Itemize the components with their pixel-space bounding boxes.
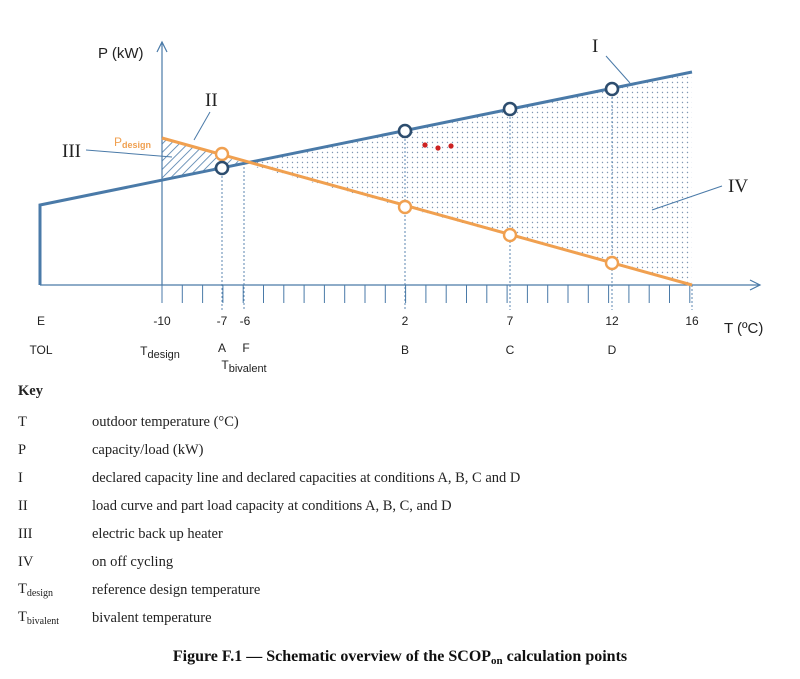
callout-iii: III [62, 141, 81, 162]
load-point-b [397, 199, 413, 215]
p-design-label: Pdesign [114, 135, 151, 150]
key-heading: Key [18, 383, 43, 399]
key-description: capacity/load (kW) [92, 441, 204, 458]
tick-label-16: 16 [685, 314, 699, 328]
key-symbol: IV [18, 553, 34, 570]
load-point-c [502, 227, 518, 243]
tick-label-minus-6: -6 [240, 314, 251, 328]
load-line [161, 136, 693, 287]
capacity-point-b [397, 123, 413, 139]
key-description: declared capacity line and declared capa… [92, 469, 521, 486]
minor-tick-marks [161, 285, 691, 303]
y-axis-arrow [156, 40, 168, 53]
tick-label-12: 12 [605, 314, 619, 328]
ellipsis-dot [448, 143, 454, 149]
scop-diagram: I II III IV P (kW) T (ºC) Pdesign E -10 … [29, 36, 763, 375]
tick-label-minus-7: -7 [217, 314, 228, 328]
callout-ii: II [205, 90, 218, 111]
point-label-tol: TOL [29, 343, 52, 357]
key-row: II load curve and part load capacity at c… [18, 492, 778, 520]
ellipsis-dot [422, 142, 428, 148]
key-symbol: Tdesign [18, 581, 53, 599]
ellipsis-dot [435, 145, 441, 151]
load-point-d [604, 255, 620, 271]
key-description: reference design temperature [92, 581, 261, 598]
tick-label-e: E [37, 314, 45, 328]
key-description: electric back up heater [92, 525, 223, 542]
key-row: IV on off cycling [18, 548, 778, 576]
tick-label-2: 2 [402, 314, 409, 328]
point-label-b: B [401, 343, 409, 357]
point-label-f: F [242, 341, 249, 355]
callout-i-leader [605, 55, 631, 84]
key-description: outdoor temperature (°C) [92, 413, 239, 430]
key-symbol: II [18, 497, 28, 514]
key-symbol: I [18, 469, 23, 486]
key-description: bivalent temperature [92, 609, 212, 626]
key-symbol: Tbivalent [18, 609, 60, 627]
tick-label-7: 7 [507, 314, 514, 328]
key-description: on off cycling [92, 553, 174, 570]
key-symbol: P [18, 441, 27, 458]
capacity-point-c [502, 101, 518, 117]
point-label-c: C [506, 343, 515, 357]
point-label-a: A [218, 341, 226, 355]
key-row: III electric back up heater [18, 520, 778, 548]
capacity-point-a [214, 160, 230, 176]
callout-ii-leader [193, 111, 211, 141]
point-label-tbivalent: Tbivalent [221, 358, 266, 375]
figure-caption: Figure F.1 — Schematic overview of the S… [172, 648, 628, 667]
callout-iv: IV [728, 176, 748, 197]
capacity-line [38, 70, 693, 285]
callout-iv-leader [651, 185, 723, 211]
load-point-a [214, 146, 230, 162]
on-off-cycling-region [244, 72, 692, 285]
point-label-tdesign: Tdesign [140, 344, 180, 361]
key-row: Tdesign reference design temperature [18, 576, 778, 604]
x-axis-arrow [749, 279, 762, 291]
point-label-d: D [608, 343, 617, 357]
key-symbol: T [18, 413, 27, 430]
key-symbol: III [18, 525, 33, 542]
capacity-point-d [604, 81, 620, 97]
tick-label-minus-10: -10 [153, 314, 171, 328]
y-axis-label: P (kW) [98, 45, 144, 62]
key-row: Tbivalent bivalent temperature [18, 604, 778, 632]
x-axis-label: T (ºC) [724, 320, 763, 337]
key-description: load curve and part load capacity at con… [92, 497, 452, 514]
callout-i: I [592, 36, 598, 57]
callout-iii-leader [85, 149, 173, 158]
backup-heater-region [162, 138, 244, 180]
